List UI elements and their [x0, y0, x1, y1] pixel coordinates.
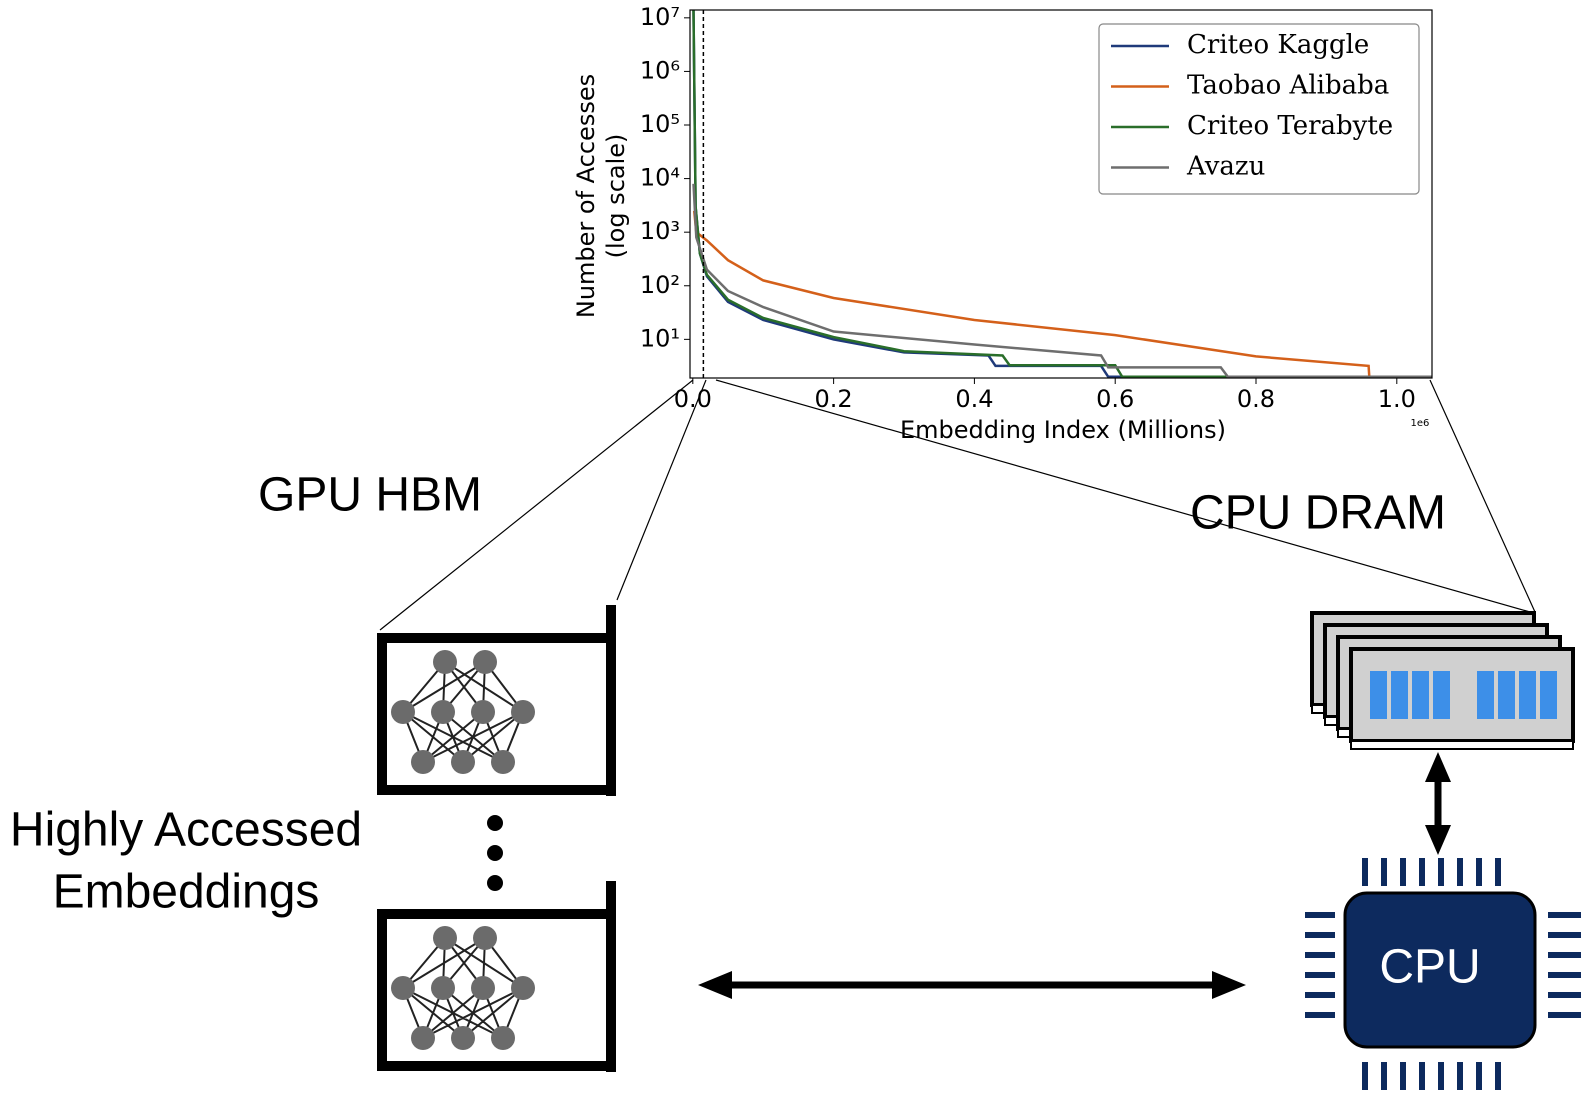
x-tick-label: 0.0 [674, 385, 712, 413]
series-line [694, 184, 1433, 377]
cpu-dram-label: CPU DRAM [1190, 487, 1446, 540]
gpu-card [382, 605, 611, 796]
legend-label: Criteo Terabyte [1187, 111, 1393, 141]
x-axis-label: Embedding Index (Millions) [900, 416, 1226, 444]
gpu-card [382, 881, 611, 1072]
x-tick-label: 0.6 [1096, 385, 1134, 413]
figure: GPU HBM CPU DRAM Highly Accessed Embeddi… [0, 0, 1581, 1104]
y-axis-label: (log scale) [602, 134, 630, 259]
legend-label: Avazu [1186, 152, 1265, 182]
memory-arrow [1425, 752, 1451, 855]
gpu-label: GPU HBM [258, 469, 482, 522]
y-tick-label: 10² [640, 271, 680, 299]
x-tick-label: 0.2 [815, 385, 853, 413]
x-tick-label: 0.4 [955, 385, 993, 413]
ellipsis [487, 815, 503, 891]
x-offset-label: 1e6 [1411, 418, 1430, 429]
chart: 10¹ 10² 10³ 10⁴ 10⁵ 10⁶ 10⁷ 0.0 0.2 0.4 0.6 0.8 1.0 1… [572, 3, 1432, 444]
x-tick-label: 0.8 [1237, 385, 1275, 413]
embeddings-label: Highly Accessed [10, 804, 362, 857]
x-tick-label: 1.0 [1378, 385, 1416, 413]
y-tick-label: 10⁴ [640, 164, 680, 192]
dram-modules [1312, 613, 1573, 749]
legend-label: Taobao Alibaba [1187, 71, 1389, 101]
cpu-chip: CPU [1305, 858, 1581, 1090]
y-tick-label: 10⁶ [640, 56, 680, 84]
y-tick-label: 10³ [640, 217, 680, 245]
zoom-line [617, 380, 706, 600]
y-tick-label: 10⁷ [640, 3, 680, 31]
cpu-label: CPU [1379, 941, 1480, 994]
y-tick-label: 10⁵ [640, 110, 680, 138]
embeddings-label: Embeddings [53, 866, 320, 919]
series-line [694, 211, 1369, 377]
pcie-arrow [698, 971, 1246, 999]
legend-label: Criteo Kaggle [1187, 30, 1369, 60]
y-tick-label: 10¹ [640, 324, 680, 352]
y-axis-label: Number of Accesses [572, 74, 600, 318]
